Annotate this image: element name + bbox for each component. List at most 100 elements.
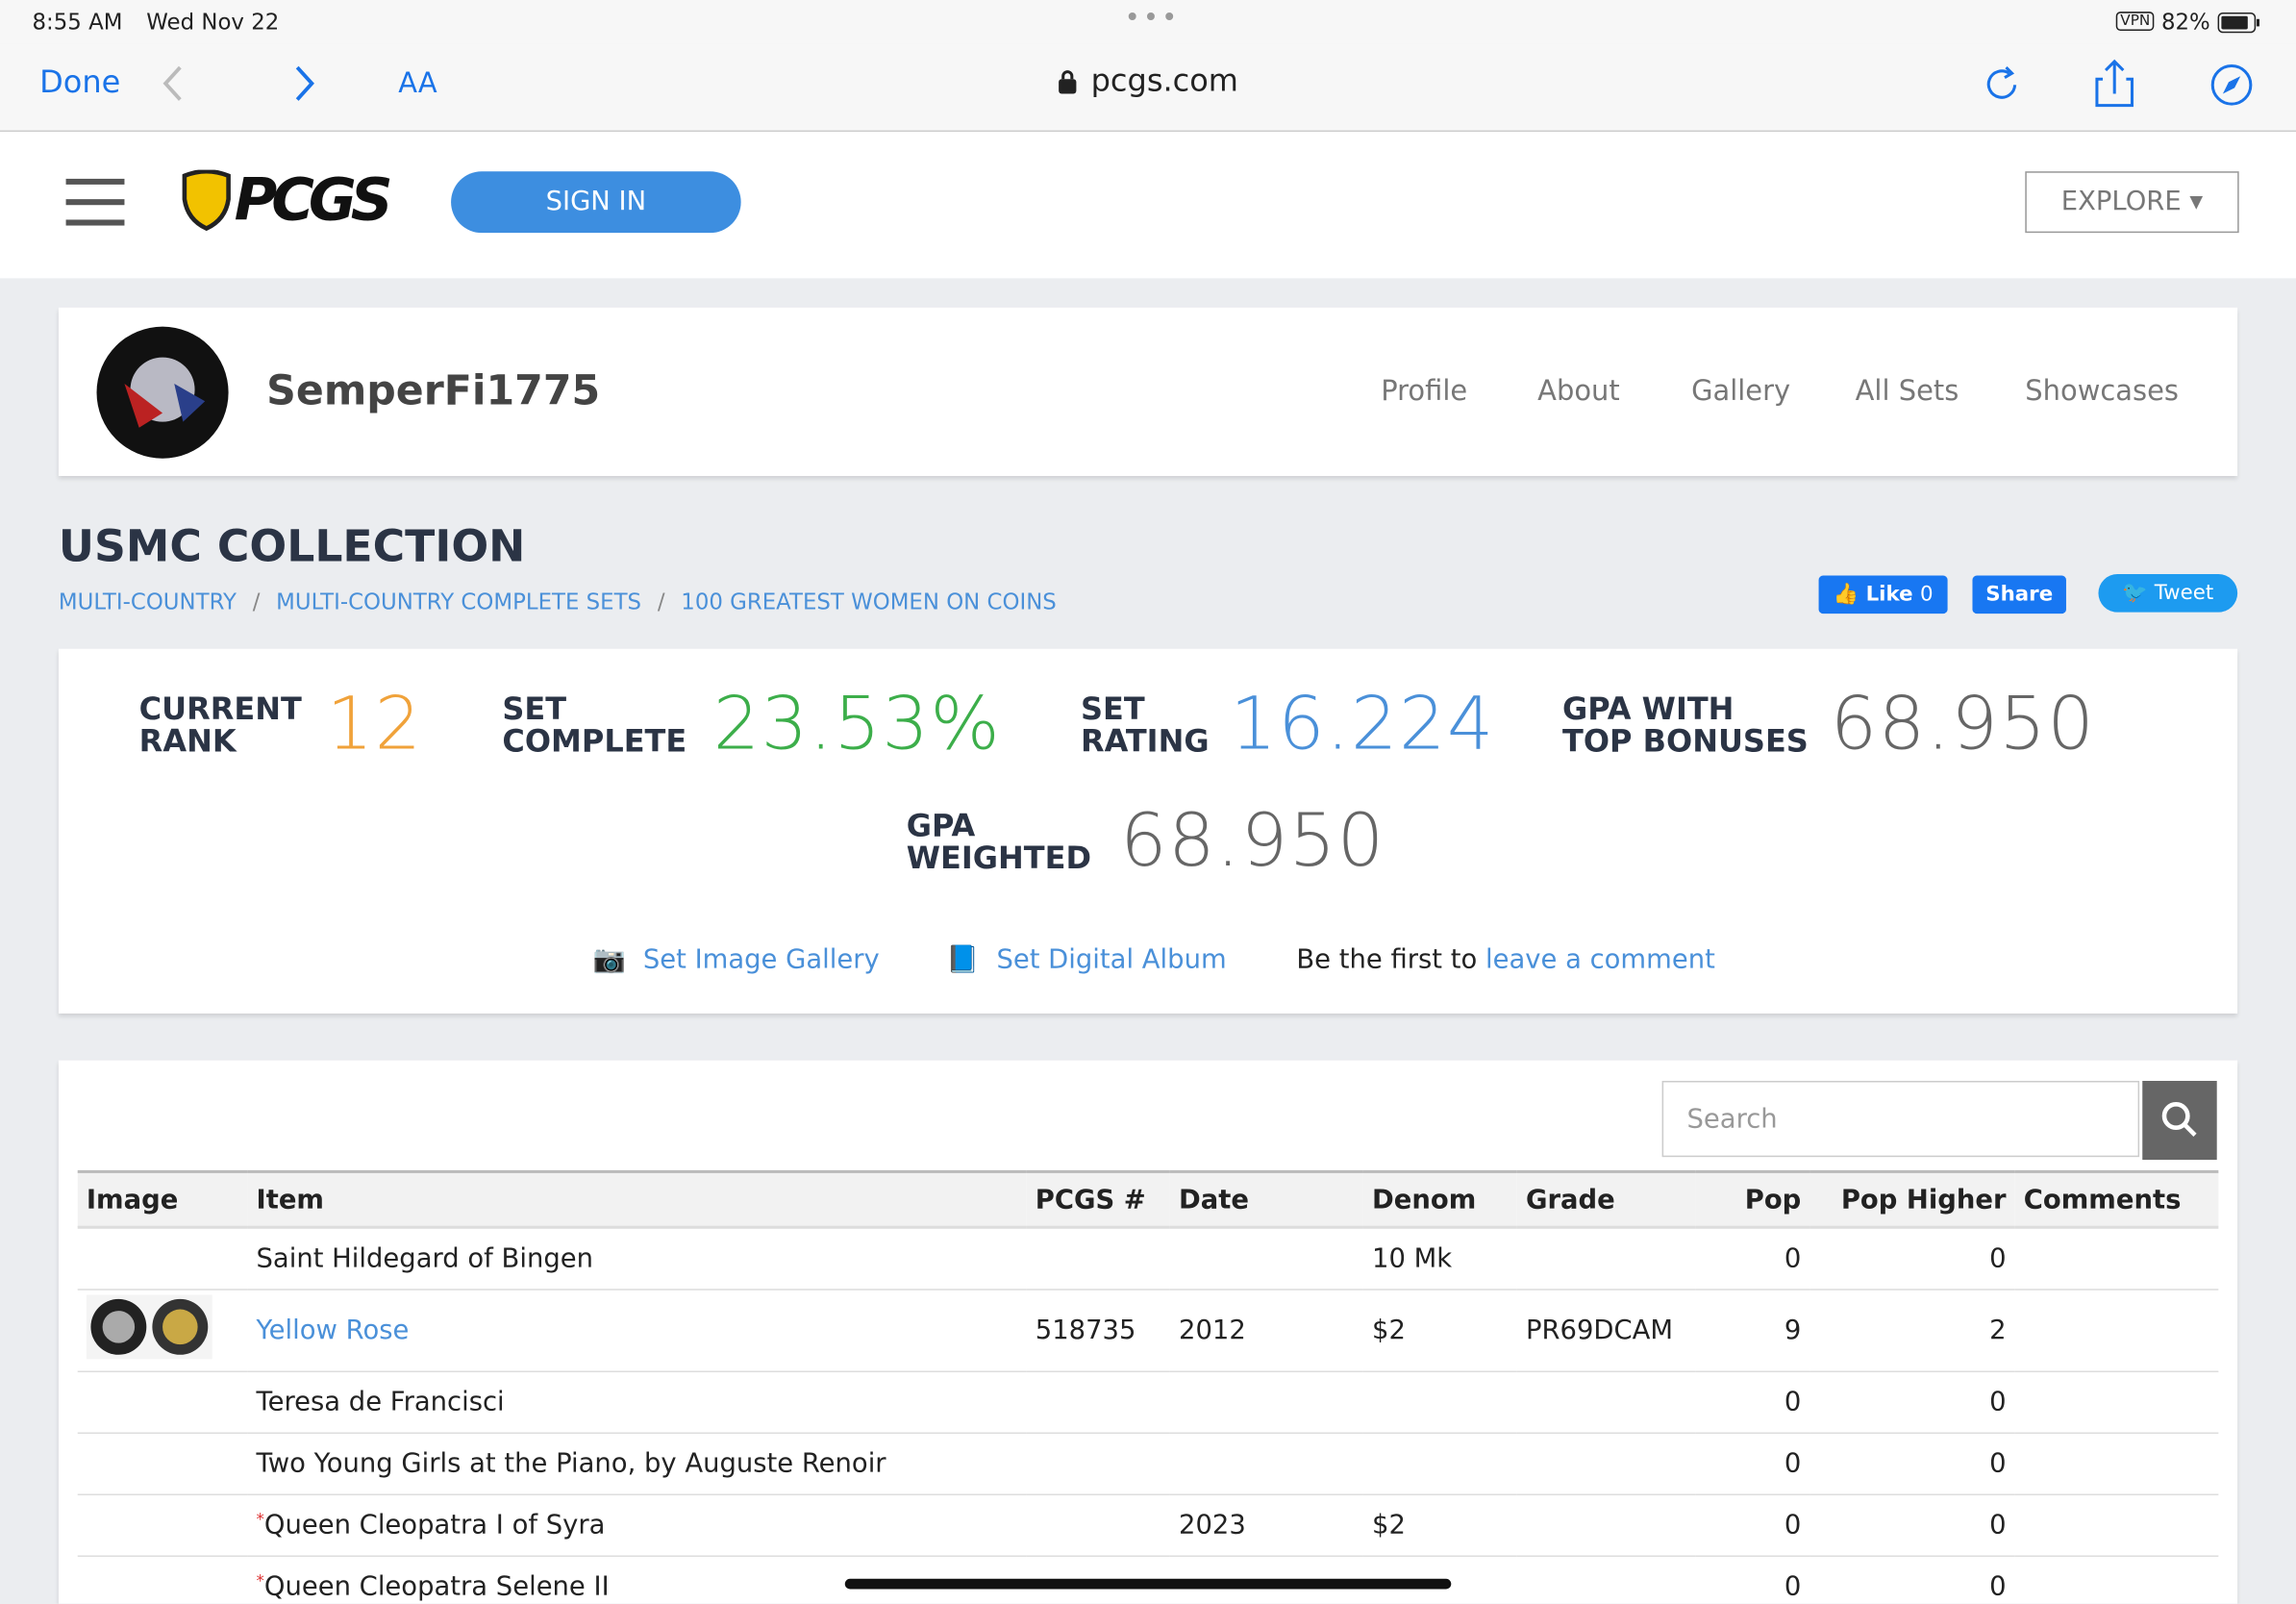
browser-bar: Done AA pcgs.com bbox=[0, 43, 2296, 133]
pcgs-cell bbox=[1026, 1227, 1170, 1291]
stat-value: 68.950 bbox=[1830, 681, 2096, 766]
column-header: Grade bbox=[1516, 1169, 1696, 1229]
like-button[interactable]: 👍 Like 0 bbox=[1818, 575, 1948, 614]
explore-label: EXPLORE bbox=[2060, 186, 2182, 217]
home-indicator bbox=[844, 1578, 1452, 1590]
grade-cell: PR69DCAM bbox=[1516, 1290, 1696, 1373]
nav-arrows[interactable] bbox=[154, 62, 330, 106]
comments-cell bbox=[2014, 1227, 2219, 1291]
image-cell bbox=[77, 1227, 248, 1291]
item-name: Saint Hildegard of Bingen bbox=[256, 1243, 593, 1275]
explore-button[interactable]: EXPLORE ▾ bbox=[2025, 171, 2239, 234]
image-cell bbox=[77, 1494, 248, 1557]
column-header: Image bbox=[77, 1169, 248, 1229]
date-cell: 2012 bbox=[1169, 1290, 1363, 1373]
pop-higher-cell: 0 bbox=[1809, 1494, 2015, 1557]
table-card: Search Image Item PCGS # Date Denom Grade Pop P… bbox=[58, 1060, 2238, 1604]
column-header: Denom bbox=[1362, 1169, 1517, 1229]
menu-icon[interactable] bbox=[65, 178, 128, 229]
profile-nav-link[interactable]: All Sets bbox=[1855, 374, 1959, 408]
profile-nav-link[interactable]: About bbox=[1537, 374, 1620, 408]
share-button[interactable]: Share bbox=[1972, 575, 2066, 614]
stat-label: CURRENT bbox=[138, 690, 302, 727]
lock-icon bbox=[1059, 70, 1077, 94]
item-name: Two Young Girls at the Piano, by Auguste… bbox=[256, 1448, 886, 1480]
denom: $2 bbox=[1372, 1315, 1406, 1346]
profile-nav-link[interactable]: Showcases bbox=[2025, 374, 2179, 408]
item-link[interactable]: Yellow Rose bbox=[256, 1315, 410, 1346]
username[interactable]: SemperFi1775 bbox=[266, 365, 601, 415]
battery: 82% bbox=[2160, 9, 2210, 36]
column-header: Item bbox=[247, 1169, 1027, 1229]
status-bar: 8:55 AM Wed Nov 22 ••• VPN 82% bbox=[0, 0, 2296, 44]
pcgs: 518735 bbox=[1035, 1315, 1136, 1346]
stat-label: WEIGHTED bbox=[906, 840, 1092, 876]
breadcrumb-link[interactable]: MULTI-COUNTRY bbox=[58, 589, 237, 615]
gallery-link[interactable]: Set Image Gallery bbox=[642, 944, 880, 976]
url[interactable]: pcgs.com bbox=[1090, 63, 1238, 99]
date-cell bbox=[1169, 1371, 1363, 1435]
pop-cell: 9 bbox=[1695, 1290, 1810, 1373]
logo[interactable]: PCGS bbox=[234, 166, 393, 235]
grade-cell bbox=[1516, 1494, 1696, 1557]
item-cell: Yellow Rose bbox=[247, 1290, 1027, 1373]
denom-cell: $2 bbox=[1362, 1290, 1517, 1373]
pop-higher: 0 bbox=[1989, 1510, 2007, 1541]
profile-nav-link[interactable]: Profile bbox=[1381, 374, 1468, 408]
search-input[interactable]: Search bbox=[1661, 1080, 2140, 1158]
denom-cell: 10 Mk bbox=[1362, 1227, 1517, 1291]
table-row: *Queen Cleopatra I of Syra 2023 $2 0 0 bbox=[77, 1494, 2219, 1557]
item-cell: *Queen Cleopatra I of Syra bbox=[247, 1494, 1027, 1557]
pop-higher-cell: 0 bbox=[1809, 1433, 2015, 1495]
breadcrumb-separator: / bbox=[657, 589, 665, 615]
battery-icon bbox=[2217, 12, 2259, 34]
date: 2023 bbox=[1179, 1510, 1246, 1541]
pop-higher: 0 bbox=[1989, 1571, 2007, 1603]
album-link[interactable]: Set Digital Album bbox=[996, 944, 1227, 976]
denom-cell bbox=[1362, 1371, 1517, 1435]
vpn: VPN bbox=[2115, 12, 2155, 31]
set-title: USMC COLLECTION bbox=[58, 521, 526, 573]
denom-cell: $2 bbox=[1362, 1494, 1517, 1557]
stat-label: RANK bbox=[138, 723, 237, 759]
pcgs-cell bbox=[1026, 1494, 1170, 1557]
pop: 0 bbox=[1784, 1510, 1802, 1541]
browser-actions[interactable] bbox=[1980, 59, 2258, 112]
denom: $2 bbox=[1372, 1510, 1406, 1541]
grade-cell bbox=[1516, 1371, 1696, 1435]
pop: 0 bbox=[1784, 1387, 1802, 1418]
stat-value: 23.53% bbox=[712, 681, 1002, 766]
profile-nav-link[interactable]: Gallery bbox=[1691, 374, 1791, 408]
table-row: Saint Hildegard of Bingen 10 Mk 0 0 bbox=[77, 1227, 2219, 1291]
pop: 0 bbox=[1784, 1243, 1802, 1275]
stat-label: COMPLETE bbox=[502, 723, 687, 759]
done-button[interactable]: Done bbox=[39, 64, 121, 100]
pop: 9 bbox=[1784, 1315, 1802, 1346]
column-header: Date bbox=[1169, 1169, 1363, 1229]
breadcrumb-link[interactable]: 100 GREATEST WOMEN ON COINS bbox=[681, 589, 1057, 615]
search-button[interactable] bbox=[2142, 1080, 2217, 1161]
pop-cell: 0 bbox=[1695, 1433, 1810, 1495]
pop-higher-cell: 0 bbox=[1809, 1371, 2015, 1435]
grade: PR69DCAM bbox=[1525, 1315, 1674, 1346]
table-row: Yellow Rose 518735 2012 $2 PR69DCAM 9 2 bbox=[77, 1290, 2219, 1373]
item-cell: Two Young Girls at the Piano, by Auguste… bbox=[247, 1433, 1027, 1495]
sign-in-button[interactable]: SIGN IN bbox=[451, 171, 741, 234]
comment-link[interactable]: leave a comment bbox=[1485, 944, 1715, 976]
column-header: Pop bbox=[1695, 1169, 1810, 1229]
coin-thumbnail[interactable] bbox=[86, 1294, 212, 1360]
item-name: Teresa de Francisci bbox=[256, 1387, 505, 1418]
text-size-button[interactable]: AA bbox=[398, 67, 437, 100]
item-cell: Saint Hildegard of Bingen bbox=[247, 1227, 1027, 1291]
denom-cell bbox=[1362, 1433, 1517, 1495]
pop-higher: 0 bbox=[1989, 1448, 2007, 1480]
stat-label: GPA bbox=[906, 808, 976, 844]
image-cell bbox=[77, 1290, 248, 1373]
breadcrumb-link[interactable]: MULTI-COUNTRY COMPLETE SETS bbox=[276, 589, 642, 615]
coin-table: Image Item PCGS # Date Denom Grade Pop Pop High… bbox=[77, 1169, 2219, 1604]
tweet-button[interactable]: 🐦 Tweet bbox=[2098, 574, 2238, 613]
stats-card: 📷 Set Image Gallery 📘 Set Digital Album … bbox=[58, 648, 2238, 1014]
pop-higher: 2 bbox=[1989, 1315, 2007, 1346]
avatar[interactable] bbox=[95, 325, 230, 460]
